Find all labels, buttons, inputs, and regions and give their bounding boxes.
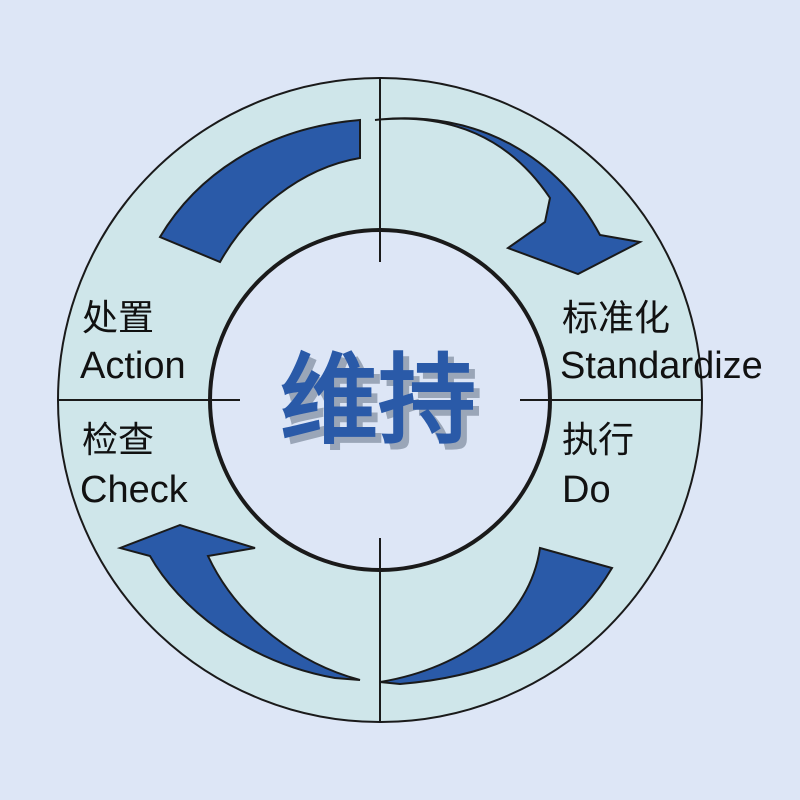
action-en-label: Action	[80, 345, 186, 387]
center-label: 维持	[280, 343, 476, 458]
check-cn-label: 检查	[82, 420, 154, 461]
center-label-shadow: 维持	[286, 349, 482, 464]
arrow-top-right	[374, 117, 644, 276]
do-en-label: Do	[562, 469, 611, 511]
arrow-bottom-right	[379, 546, 614, 686]
arrow-top-left	[158, 118, 361, 264]
standardize-en-label: Standardize	[560, 345, 763, 387]
do-cn-label: 执行	[562, 420, 634, 461]
arrow-bottom-left	[116, 523, 361, 681]
standardize-cn-label: 标准化	[562, 298, 670, 339]
check-en-label: Check	[80, 469, 189, 511]
action-cn-label: 处置	[82, 298, 154, 339]
